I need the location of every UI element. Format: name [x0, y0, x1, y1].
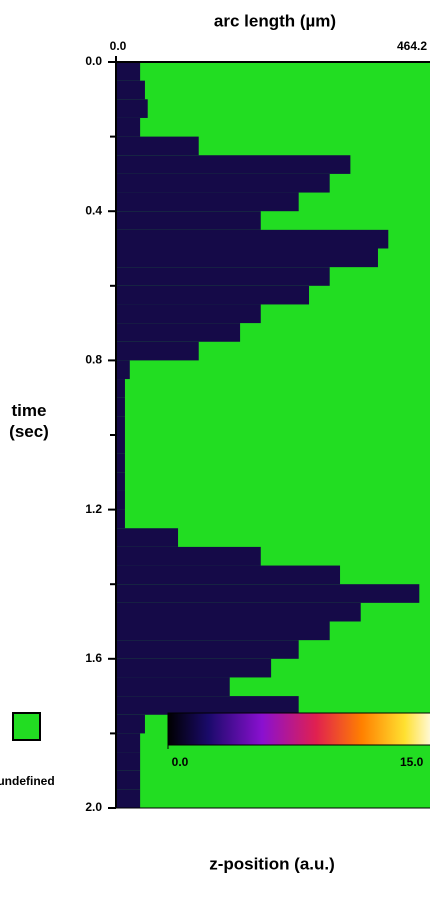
y-tick-label: 1.2 [85, 502, 102, 516]
defined-row [116, 379, 125, 398]
defined-row [116, 211, 261, 230]
colorbar-tick-label: 0.0 [172, 755, 189, 769]
y-tick-label: 0.0 [85, 54, 102, 68]
y-tick-label: 1.6 [85, 651, 102, 665]
defined-row [116, 490, 125, 510]
x-tick-label: 0.0 [110, 39, 127, 53]
defined-row [116, 565, 341, 585]
defined-row [116, 733, 141, 753]
defined-row [116, 509, 125, 529]
defined-row [116, 770, 141, 790]
defined-row [116, 696, 299, 715]
defined-row [116, 714, 145, 734]
defined-row [116, 602, 361, 622]
defined-row [116, 155, 351, 174]
defined-row [116, 789, 141, 808]
defined-row [116, 546, 261, 566]
defined-row [116, 62, 141, 81]
defined-row [116, 360, 130, 380]
defined-row [116, 229, 389, 249]
defined-row [116, 304, 261, 324]
defined-row [116, 323, 241, 342]
y-axis-label: time (sec) [9, 401, 49, 441]
defined-row [116, 752, 141, 771]
x-tick-label: 464.2 [397, 39, 427, 53]
colorbar [167, 712, 430, 746]
defined-row [116, 173, 330, 193]
y-tick-label: 0.4 [85, 203, 102, 217]
defined-row [116, 136, 199, 156]
defined-row [116, 99, 148, 118]
defined-row [116, 472, 125, 491]
colorbar-label: z-position (a.u.) [209, 854, 335, 873]
defined-row [116, 453, 125, 473]
defined-row [116, 248, 378, 268]
defined-row [116, 397, 125, 417]
defined-row [116, 416, 125, 435]
defined-row [116, 285, 310, 305]
defined-row [116, 435, 125, 454]
defined-row [116, 640, 299, 659]
defined-row [116, 267, 330, 286]
undefined-label: undefined [0, 774, 55, 788]
x-axis-label: arc length (µm) [214, 11, 336, 30]
y-tick-label: 0.8 [85, 353, 102, 367]
y-tick-label: 2.0 [85, 800, 102, 814]
colorbar-tick-label: 15.0 [400, 755, 424, 769]
defined-row [116, 584, 420, 603]
defined-row [116, 341, 199, 361]
defined-row [116, 658, 272, 678]
undefined-swatch [12, 712, 41, 741]
defined-row [116, 621, 330, 641]
defined-row [116, 192, 299, 212]
defined-row [116, 677, 230, 697]
defined-row [116, 80, 145, 100]
defined-row [116, 528, 179, 547]
defined-row [116, 117, 141, 137]
